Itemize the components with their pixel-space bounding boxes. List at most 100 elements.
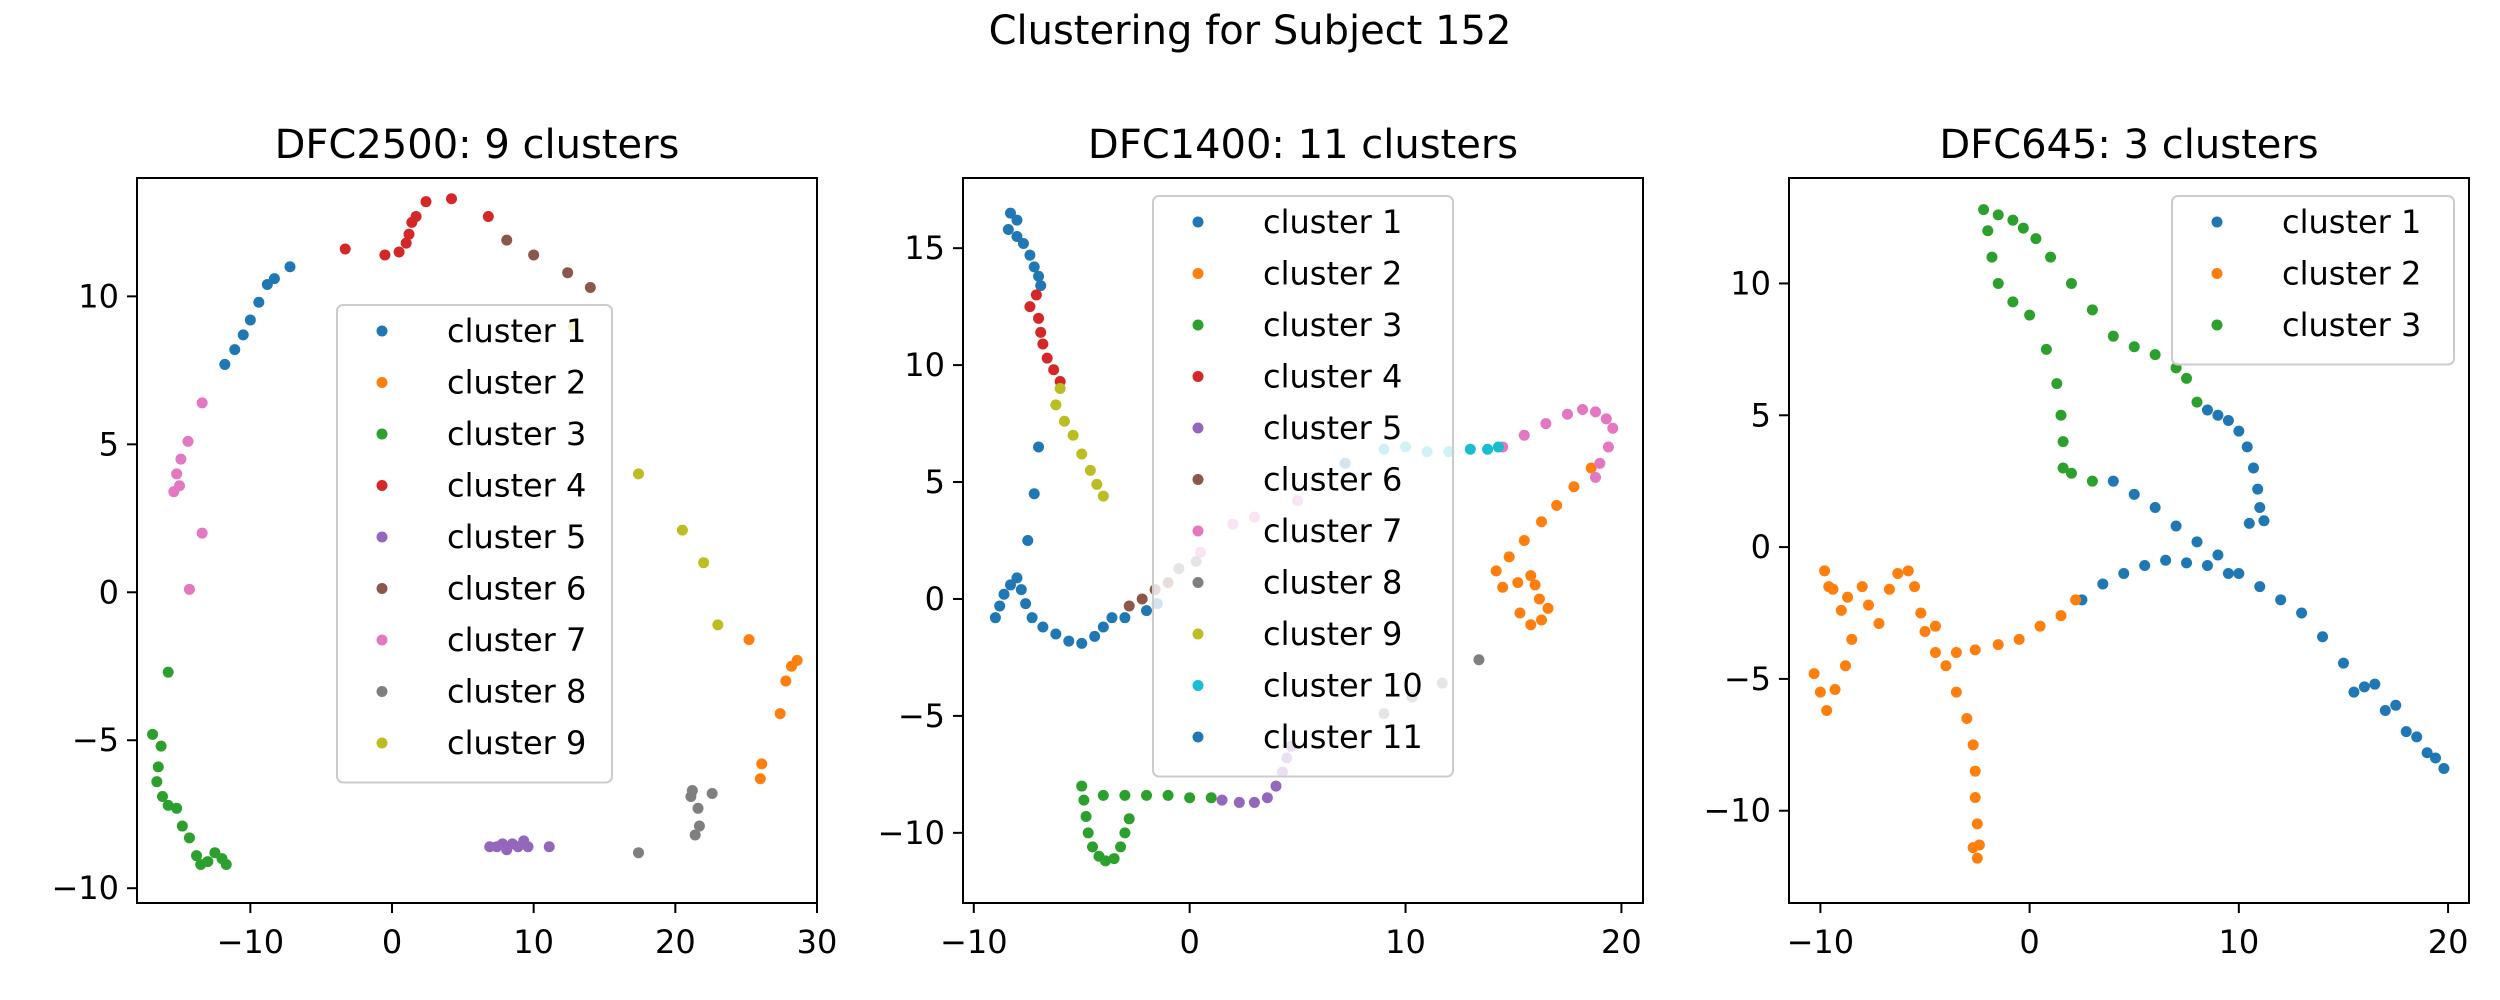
data-point-cluster-3 [1076, 780, 1088, 792]
data-point-cluster-3 [176, 820, 188, 832]
data-point-cluster-2 [786, 660, 797, 672]
data-point-cluster-2 [1967, 739, 1979, 751]
data-point-cluster-1 [2254, 581, 2266, 593]
legend-label: cluster 4 [447, 467, 586, 505]
figure-title: Clustering for Subject 152 [988, 8, 1512, 54]
data-point-cluster-7 [175, 453, 187, 465]
data-point-cluster-3 [2065, 467, 2077, 479]
data-point-cluster-7 [196, 527, 208, 539]
data-point-cluster-9 [1050, 399, 1062, 411]
data-point-cluster-4 [420, 196, 432, 208]
data-point-cluster-2 [1551, 499, 1563, 511]
data-point-cluster-3 [2149, 349, 2161, 361]
data-point-cluster-1 [253, 296, 265, 308]
x-tick-label: 20 [1601, 923, 1642, 961]
data-point-cluster-4 [482, 210, 494, 222]
data-point-cluster-1 [2097, 578, 2109, 590]
x-tick-label: 30 [797, 923, 838, 961]
legend-label: cluster 4 [1263, 358, 1402, 396]
data-point-cluster-2 [1892, 567, 1904, 579]
y-tick-label: −10 [877, 814, 945, 852]
data-point-cluster-4 [393, 246, 405, 258]
legend-label: cluster 2 [447, 364, 586, 402]
plot-frame [1788, 177, 2470, 904]
chart-title: DFC645: 3 clusters [1939, 122, 2318, 168]
data-point-cluster-3 [1140, 789, 1152, 801]
data-point-cluster-5 [1270, 780, 1282, 792]
data-point-cluster-9 [676, 524, 688, 536]
data-point-cluster-1 [2201, 404, 2213, 416]
legend-label: cluster 5 [1263, 409, 1402, 447]
data-point-cluster-2 [1969, 765, 1981, 777]
data-point-cluster-1 [2400, 726, 2412, 738]
data-point-cluster-3 [1078, 794, 1090, 806]
data-point-cluster-6 [1136, 593, 1148, 605]
data-point-cluster-1 [2233, 567, 2245, 579]
legend-marker [1192, 577, 1204, 588]
data-point-cluster-4 [339, 243, 351, 255]
y-tick-label: 5 [1751, 396, 1771, 434]
data-point-cluster-9 [1097, 490, 1109, 502]
x-tick-label: 10 [1385, 923, 1426, 961]
y-tick-label: 0 [1751, 528, 1771, 566]
data-point-cluster-3 [2191, 396, 2203, 408]
data-point-cluster-10 [1464, 443, 1476, 455]
data-point-cluster-6 [501, 234, 513, 246]
data-point-cluster-1 [237, 329, 249, 341]
data-point-cluster-3 [1992, 209, 2004, 221]
data-point-cluster-3 [1082, 827, 1094, 839]
y-tick-label: −10 [51, 869, 119, 907]
data-point-cluster-3 [1119, 827, 1131, 839]
data-point-cluster-2 [1829, 683, 1841, 695]
data-point-cluster-4 [1041, 352, 1053, 364]
legend-marker [1192, 628, 1204, 640]
data-point-cluster-2 [1909, 581, 1921, 593]
data-point-cluster-3 [162, 799, 174, 811]
data-point-cluster-3 [2057, 462, 2069, 474]
data-point-cluster-1 [1026, 612, 1038, 624]
data-point-cluster-1 [1037, 621, 1049, 633]
data-point-cluster-6 [528, 249, 540, 261]
legend-box [336, 304, 613, 784]
y-tick-label: 10 [1730, 264, 1771, 302]
data-point-cluster-3 [1108, 853, 1120, 865]
data-point-cluster-2 [774, 708, 786, 720]
data-point-cluster-8 [689, 829, 701, 841]
chart-title: DFC2500: 9 clusters [275, 122, 680, 168]
data-point-cluster-2 [1529, 579, 1541, 591]
data-point-cluster-1 [1050, 628, 1062, 640]
data-point-cluster-2 [2013, 633, 2025, 645]
data-point-cluster-3 [155, 740, 167, 752]
data-point-cluster-3 [2007, 296, 2019, 308]
x-tick-label: 20 [2428, 923, 2469, 961]
y-tick-label: 15 [904, 229, 945, 267]
legend-box [1152, 195, 1454, 778]
data-point-cluster-8 [1473, 654, 1485, 666]
data-point-cluster-1 [1063, 635, 1075, 647]
data-point-cluster-6 [562, 267, 574, 279]
data-point-cluster-7 [1600, 413, 1612, 425]
data-point-cluster-3 [1119, 789, 1131, 801]
data-point-cluster-1 [994, 600, 1006, 612]
data-point-cluster-4 [1024, 301, 1036, 313]
data-point-cluster-7 [1561, 408, 1573, 420]
chart-panel-1: DFC2500: 9 clusters −10 0 10 20 30 −10 −5 0 5 10 cl… [51, 122, 837, 961]
data-point-cluster-1 [2438, 763, 2450, 775]
data-point-cluster-3 [1087, 841, 1099, 853]
data-point-cluster-4 [403, 228, 415, 240]
y-tick-label: −5 [898, 697, 945, 735]
data-point-cluster-7 [1590, 406, 1602, 418]
data-point-cluster-1 [2379, 705, 2391, 717]
data-point-cluster-1 [2390, 699, 2402, 711]
data-point-cluster-2 [1969, 644, 1981, 656]
y-tick-label: −5 [1724, 660, 1771, 698]
legend-marker [1192, 268, 1204, 279]
legend-marker [376, 583, 388, 594]
data-point-cluster-1 [1106, 612, 1118, 624]
data-point-cluster-9 [1054, 382, 1066, 394]
data-point-cluster-7 [1518, 429, 1530, 441]
data-point-cluster-3 [1099, 855, 1111, 867]
data-point-cluster-2 [2070, 594, 2082, 606]
data-point-cluster-1 [2212, 409, 2224, 421]
data-point-cluster-3 [1992, 277, 2004, 289]
